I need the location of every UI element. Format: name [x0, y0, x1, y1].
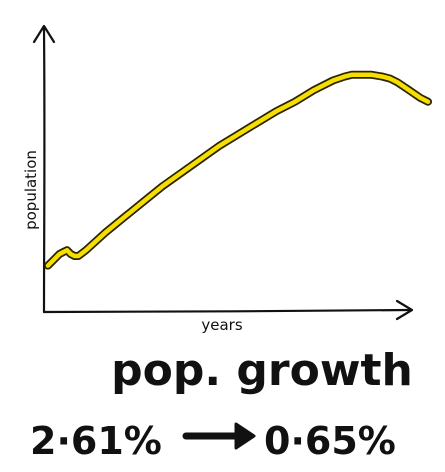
axes: [32, 24, 414, 321]
y-axis-label: population: [22, 150, 40, 230]
x-axis-label: years: [201, 316, 242, 334]
growth-rate-line: 2·61% 0·65%: [30, 419, 396, 463]
right-arrow-icon: [182, 422, 256, 450]
x-axis-arrowhead: [395, 299, 414, 321]
growth-to-value: 0·65%: [264, 419, 396, 463]
series-layer: [44, 70, 432, 270]
series-line: [45, 72, 431, 268]
growth-from-value: 2·61%: [30, 419, 162, 463]
caption-title: pop. growth: [111, 345, 413, 396]
x-axis: [42, 308, 412, 314]
y-axis-arrowhead: [32, 24, 56, 44]
series-line-outline: [44, 70, 432, 270]
